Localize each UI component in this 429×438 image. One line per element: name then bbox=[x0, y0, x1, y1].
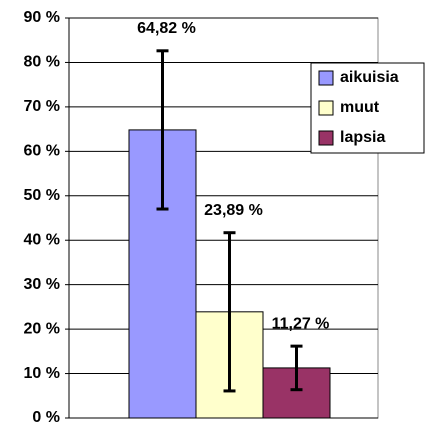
y-tick-label: 20 % bbox=[24, 320, 60, 337]
legend-swatch bbox=[318, 70, 334, 86]
legend-label: aikuisia bbox=[340, 69, 399, 86]
legend-label: muut bbox=[340, 99, 380, 116]
y-tick-label: 80 % bbox=[24, 54, 60, 71]
y-tick-label: 50 % bbox=[24, 187, 60, 204]
y-tick-label: 40 % bbox=[24, 231, 60, 248]
legend-swatch bbox=[318, 130, 334, 146]
legend-label: lapsia bbox=[340, 129, 385, 146]
data-label: 11,27 % bbox=[272, 315, 330, 332]
y-tick-label: 30 % bbox=[24, 276, 60, 293]
data-label: 64,82 % bbox=[137, 20, 196, 37]
y-tick-label: 70 % bbox=[24, 98, 60, 115]
y-tick-label: 10 % bbox=[24, 365, 60, 382]
y-tick-label: 60 % bbox=[24, 143, 60, 160]
data-label: 23,89 % bbox=[204, 202, 263, 219]
y-tick-label: 0 % bbox=[32, 409, 60, 426]
legend-swatch bbox=[318, 100, 334, 116]
y-tick-label: 90 % bbox=[24, 9, 60, 26]
